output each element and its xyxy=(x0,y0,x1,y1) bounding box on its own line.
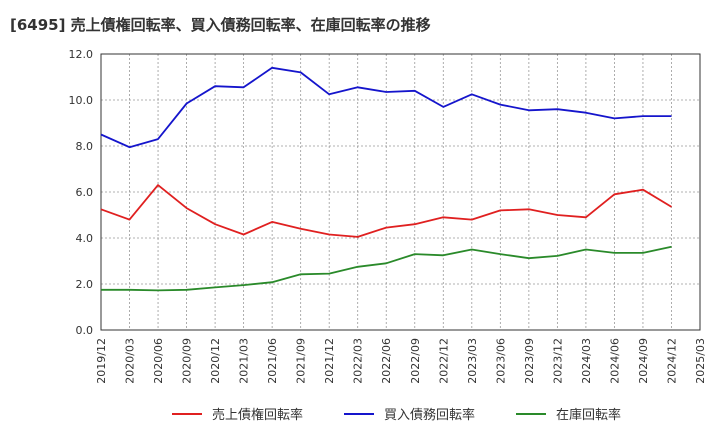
series-line-1 xyxy=(100,184,672,238)
y-axis-ticks: 0.0 2.0 4.0 6.0 8.0 10.0 12.0 xyxy=(69,48,94,337)
x-tick-label: 2022/09 xyxy=(409,338,422,384)
legend-label-3: 在庫回転率 xyxy=(556,407,621,423)
y-tick-label: 2.0 xyxy=(76,278,94,291)
y-tick-label: 0.0 xyxy=(76,324,94,337)
y-tick-label: 10.0 xyxy=(69,94,94,107)
x-tick-label: 2023/03 xyxy=(466,338,479,384)
x-tick-label: 2023/09 xyxy=(523,338,536,384)
x-tick-label: 2021/09 xyxy=(295,338,308,384)
x-tick-label: 2023/12 xyxy=(551,338,564,384)
legend-label-2: 買入債務回転率 xyxy=(384,407,475,423)
y-tick-label: 6.0 xyxy=(76,186,94,199)
y-tick-label: 8.0 xyxy=(76,140,94,153)
legend: 売上債権回転率 買入債務回転率 在庫回転率 xyxy=(172,407,621,423)
x-tick-label: 2022/03 xyxy=(352,338,365,384)
x-tick-label: 2021/03 xyxy=(238,338,251,384)
series-line-2 xyxy=(100,66,672,149)
x-tick-label: 2024/12 xyxy=(665,338,678,384)
x-tick-label: 2020/03 xyxy=(124,338,137,384)
y-tick-label: 4.0 xyxy=(76,232,94,245)
legend-label-1: 売上債権回転率 xyxy=(212,407,303,423)
x-tick-label: 2022/06 xyxy=(380,338,393,384)
x-tick-label: 2020/06 xyxy=(152,338,165,384)
x-tick-label: 2023/06 xyxy=(494,338,507,384)
x-tick-label: 2022/12 xyxy=(437,338,450,384)
series-line-3 xyxy=(101,245,672,292)
plot-frame xyxy=(100,53,701,331)
chart-title: [6495] 売上債権回転率、買入債務回転率、在庫回転率の推移 xyxy=(10,16,431,34)
x-tick-label: 2024/06 xyxy=(608,338,621,384)
x-tick-label: 2024/09 xyxy=(637,338,650,384)
x-tick-label: 2020/12 xyxy=(209,338,222,384)
plot-area xyxy=(100,53,701,331)
x-tick-label: 2019/12 xyxy=(95,338,108,384)
x-tick-label: 2020/09 xyxy=(181,338,194,384)
x-axis-ticks: 2019/12 2020/03 2020/06 2020/09 2020/12 2021/… xyxy=(95,338,707,384)
series-lines xyxy=(100,66,672,292)
x-tick-label: 2021/12 xyxy=(323,338,336,384)
plot-background xyxy=(101,54,700,330)
x-tick-label: 2024/03 xyxy=(580,338,593,384)
x-tick-label: 2025/03 xyxy=(694,338,707,384)
x-tick-label: 2021/06 xyxy=(266,338,279,384)
y-tick-label: 12.0 xyxy=(69,48,94,61)
